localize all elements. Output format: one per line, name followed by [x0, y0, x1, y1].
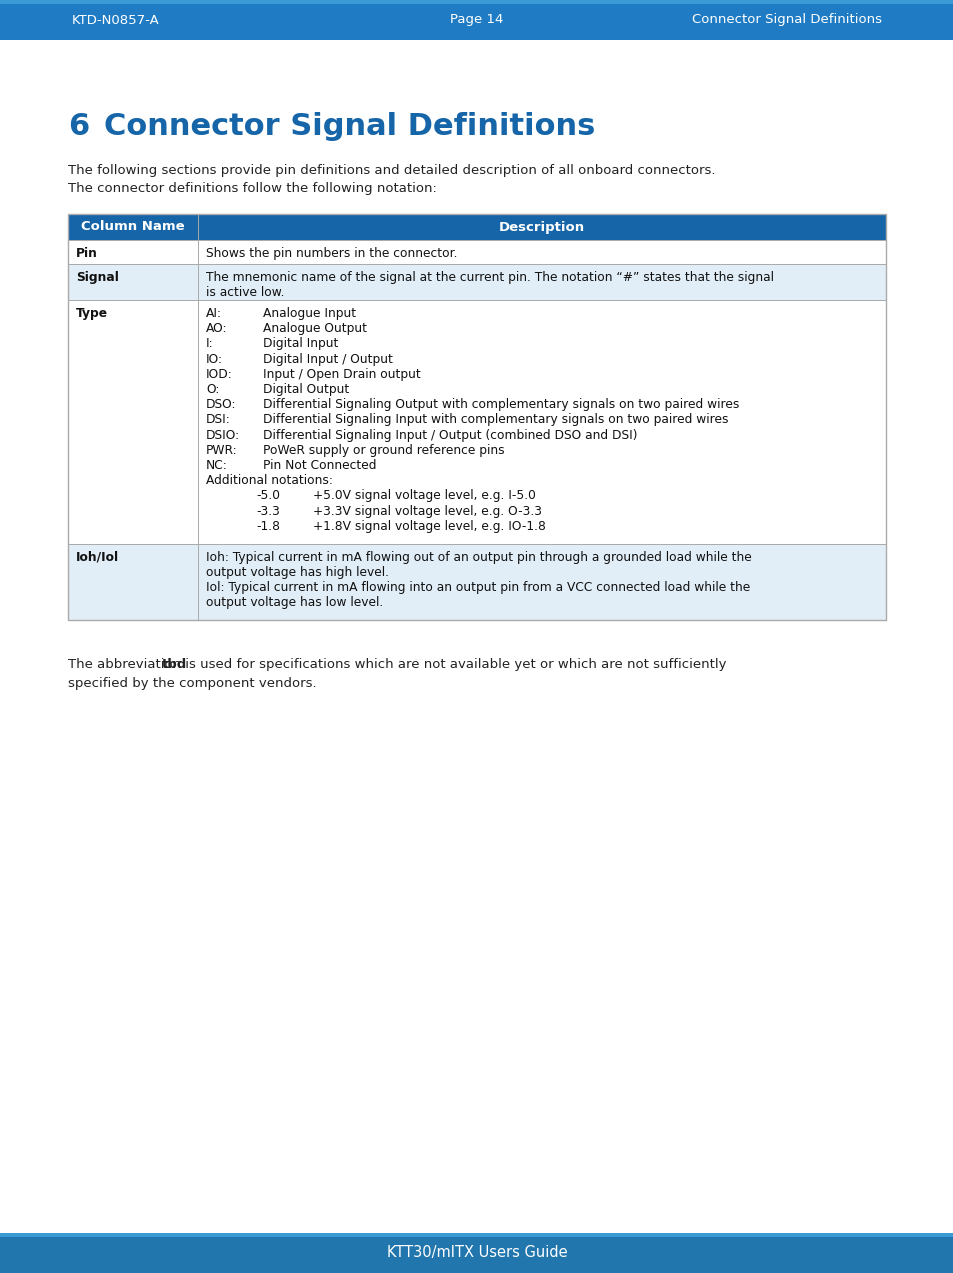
Text: PWR:: PWR: [206, 444, 237, 457]
Text: Pin Not Connected: Pin Not Connected [263, 460, 376, 472]
Bar [68, 300, 885, 544]
Text: -1.8: -1.8 [255, 519, 280, 533]
Bar [68, 214, 885, 241]
Text: The connector definitions follow the following notation:: The connector definitions follow the fol… [68, 182, 436, 195]
Text: -3.3: -3.3 [255, 504, 279, 518]
Text: tbd: tbd [162, 658, 188, 671]
Text: output voltage has high level.: output voltage has high level. [206, 566, 389, 579]
Text: The following sections provide pin definitions and detailed description of all o: The following sections provide pin defin… [68, 164, 715, 177]
Text: +3.3V signal voltage level, e.g. O-3.3: +3.3V signal voltage level, e.g. O-3.3 [313, 504, 541, 518]
Bar [68, 241, 885, 264]
Text: -5.0: -5.0 [255, 489, 280, 503]
Text: Analogue Input: Analogue Input [263, 307, 355, 320]
Text: PoWeR supply or ground reference pins: PoWeR supply or ground reference pins [263, 444, 504, 457]
Text: DSI:: DSI: [206, 414, 231, 426]
Bar [0, 1234, 953, 1273]
Text: is used for specifications which are not available yet or which are not sufficie: is used for specifications which are not… [180, 658, 725, 671]
Text: Digital Input / Output: Digital Input / Output [263, 353, 393, 365]
Text: Analogue Output: Analogue Output [263, 322, 367, 335]
Text: I:: I: [206, 337, 213, 350]
Text: Signal: Signal [76, 271, 119, 284]
Text: Ioh/Iol: Ioh/Iol [76, 551, 119, 564]
Text: Type: Type [76, 307, 108, 320]
Bar [68, 544, 885, 620]
Text: KTD-N0857-A: KTD-N0857-A [71, 14, 159, 27]
Text: output voltage has low level.: output voltage has low level. [206, 596, 383, 608]
Text: Digital Input: Digital Input [263, 337, 338, 350]
Text: Ioh: Typical current in mA flowing out of an output pin through a grounded load : Ioh: Typical current in mA flowing out o… [206, 551, 751, 564]
Text: Connector Signal Definitions: Connector Signal Definitions [104, 112, 595, 141]
Text: KTT30/mITX Users Guide: KTT30/mITX Users Guide [386, 1245, 567, 1260]
Bar [0, 0, 953, 4]
Bar [0, 0, 953, 39]
Text: The mnemonic name of the signal at the current pin. The notation “#” states that: The mnemonic name of the signal at the c… [206, 271, 773, 284]
Text: Differential Signaling Input with complementary signals on two paired wires: Differential Signaling Input with comple… [263, 414, 728, 426]
Text: +5.0V signal voltage level, e.g. I-5.0: +5.0V signal voltage level, e.g. I-5.0 [313, 489, 536, 503]
Text: IOD:: IOD: [206, 368, 233, 381]
Bar [0, 1234, 953, 1237]
Text: O:: O: [206, 383, 219, 396]
Text: 6: 6 [68, 112, 90, 141]
Text: AI:: AI: [206, 307, 222, 320]
Text: Input / Open Drain output: Input / Open Drain output [263, 368, 420, 381]
Text: Column Name: Column Name [81, 220, 185, 233]
Text: Page 14: Page 14 [450, 14, 503, 27]
Text: Digital Output: Digital Output [263, 383, 349, 396]
Text: NC:: NC: [206, 460, 228, 472]
Text: Shows the pin numbers in the connector.: Shows the pin numbers in the connector. [206, 247, 457, 260]
Bar [68, 264, 885, 300]
Text: The abbreviation: The abbreviation [68, 658, 185, 671]
Text: is active low.: is active low. [206, 286, 284, 299]
Bar [68, 214, 885, 620]
Text: Description: Description [498, 220, 584, 233]
Text: +1.8V signal voltage level, e.g. IO-1.8: +1.8V signal voltage level, e.g. IO-1.8 [313, 519, 545, 533]
Text: DSIO:: DSIO: [206, 429, 240, 442]
Text: IO:: IO: [206, 353, 223, 365]
Text: Additional notations:: Additional notations: [206, 475, 333, 488]
Text: Differential Signaling Output with complementary signals on two paired wires: Differential Signaling Output with compl… [263, 398, 739, 411]
Text: Differential Signaling Input / Output (combined DSO and DSI): Differential Signaling Input / Output (c… [263, 429, 637, 442]
Text: specified by the component vendors.: specified by the component vendors. [68, 677, 316, 690]
Text: AO:: AO: [206, 322, 227, 335]
Text: Connector Signal Definitions: Connector Signal Definitions [691, 14, 882, 27]
Text: Pin: Pin [76, 247, 98, 260]
Text: DSO:: DSO: [206, 398, 236, 411]
Text: Iol: Typical current in mA flowing into an output pin from a VCC connected load : Iol: Typical current in mA flowing into … [206, 580, 749, 594]
